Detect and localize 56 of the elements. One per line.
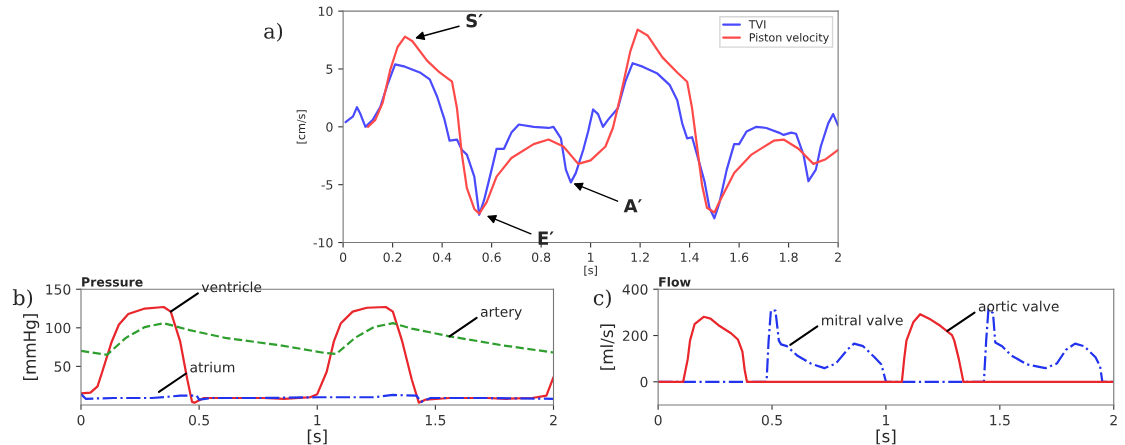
text: c) — [593, 289, 611, 309]
x-axis-title: [s] — [584, 265, 597, 276]
chart-title: Pressure — [82, 277, 143, 287]
legend-label: TVI — [748, 20, 766, 29]
line-series — [344, 62, 839, 220]
x-tick-label: 1.6 — [730, 252, 749, 262]
y-tick-label: 0 — [640, 376, 648, 388]
y-axis-title: [mmHg] — [23, 314, 40, 380]
x-tick-label: 2 — [835, 252, 841, 262]
x-tick-label: 0 — [77, 414, 85, 426]
y-tick-label: 5 — [326, 64, 333, 74]
y-axis-title: [cm/s] — [296, 110, 307, 144]
line-series — [81, 322, 554, 356]
x-tick-label: 2 — [1110, 414, 1117, 426]
x-tick-label: 2 — [550, 414, 557, 426]
y-tick-label: 400 — [622, 284, 648, 295]
legend-label: Piston velocity — [749, 32, 829, 44]
annotation: aortic valve — [978, 300, 1059, 312]
x-tick-label: 0 — [339, 252, 347, 262]
x-tick-label: 1.2 — [631, 252, 649, 262]
text: a) — [264, 22, 283, 42]
x-tick-label: 1.5 — [990, 415, 1010, 426]
x-tick-label: 0.5 — [189, 414, 209, 426]
annotation: atrium — [190, 361, 235, 373]
x-axis-title: [s] — [876, 429, 896, 445]
x-tick-label: 0.4 — [433, 252, 452, 262]
text: b) — [12, 289, 33, 309]
x-tick-label: 1.8 — [780, 252, 798, 262]
y-tick-label: 50 — [54, 361, 71, 372]
x-tick-label: 0.8 — [532, 252, 551, 262]
chart-title: Flow — [659, 276, 691, 287]
annotation: mitral valve — [822, 314, 903, 326]
x-tick-label: 0.5 — [761, 414, 782, 426]
x-tick-label: 1 — [883, 415, 890, 426]
annotation: E′ — [538, 231, 554, 245]
x-tick-label: 1.5 — [425, 415, 446, 426]
x-tick-label: 1 — [314, 415, 321, 426]
annotation: S′ — [466, 13, 483, 28]
x-tick-label: 0.6 — [482, 252, 501, 262]
x-tick-label: 0 — [654, 414, 662, 426]
annotation: A′ — [623, 199, 642, 213]
y-tick-label: 10 — [318, 6, 333, 17]
x-tick-label: 1 — [588, 252, 594, 262]
annotation: artery — [480, 306, 522, 320]
y-tick-label: -5 — [321, 180, 333, 190]
y-axis-title: [ml/s] — [600, 324, 616, 370]
y-tick-label: 0 — [326, 122, 333, 132]
y-tick-label: 100 — [46, 322, 71, 334]
annotation: ventricle — [201, 281, 262, 293]
y-tick-label: 200 — [622, 330, 648, 341]
line-series — [366, 28, 839, 215]
y-tick-label: -10 — [313, 238, 333, 248]
x-axis-title: [s] — [307, 429, 327, 445]
x-tick-label: 0.2 — [383, 252, 402, 262]
y-tick-label: 150 — [46, 284, 71, 295]
x-tick-label: 1.4 — [681, 252, 699, 262]
